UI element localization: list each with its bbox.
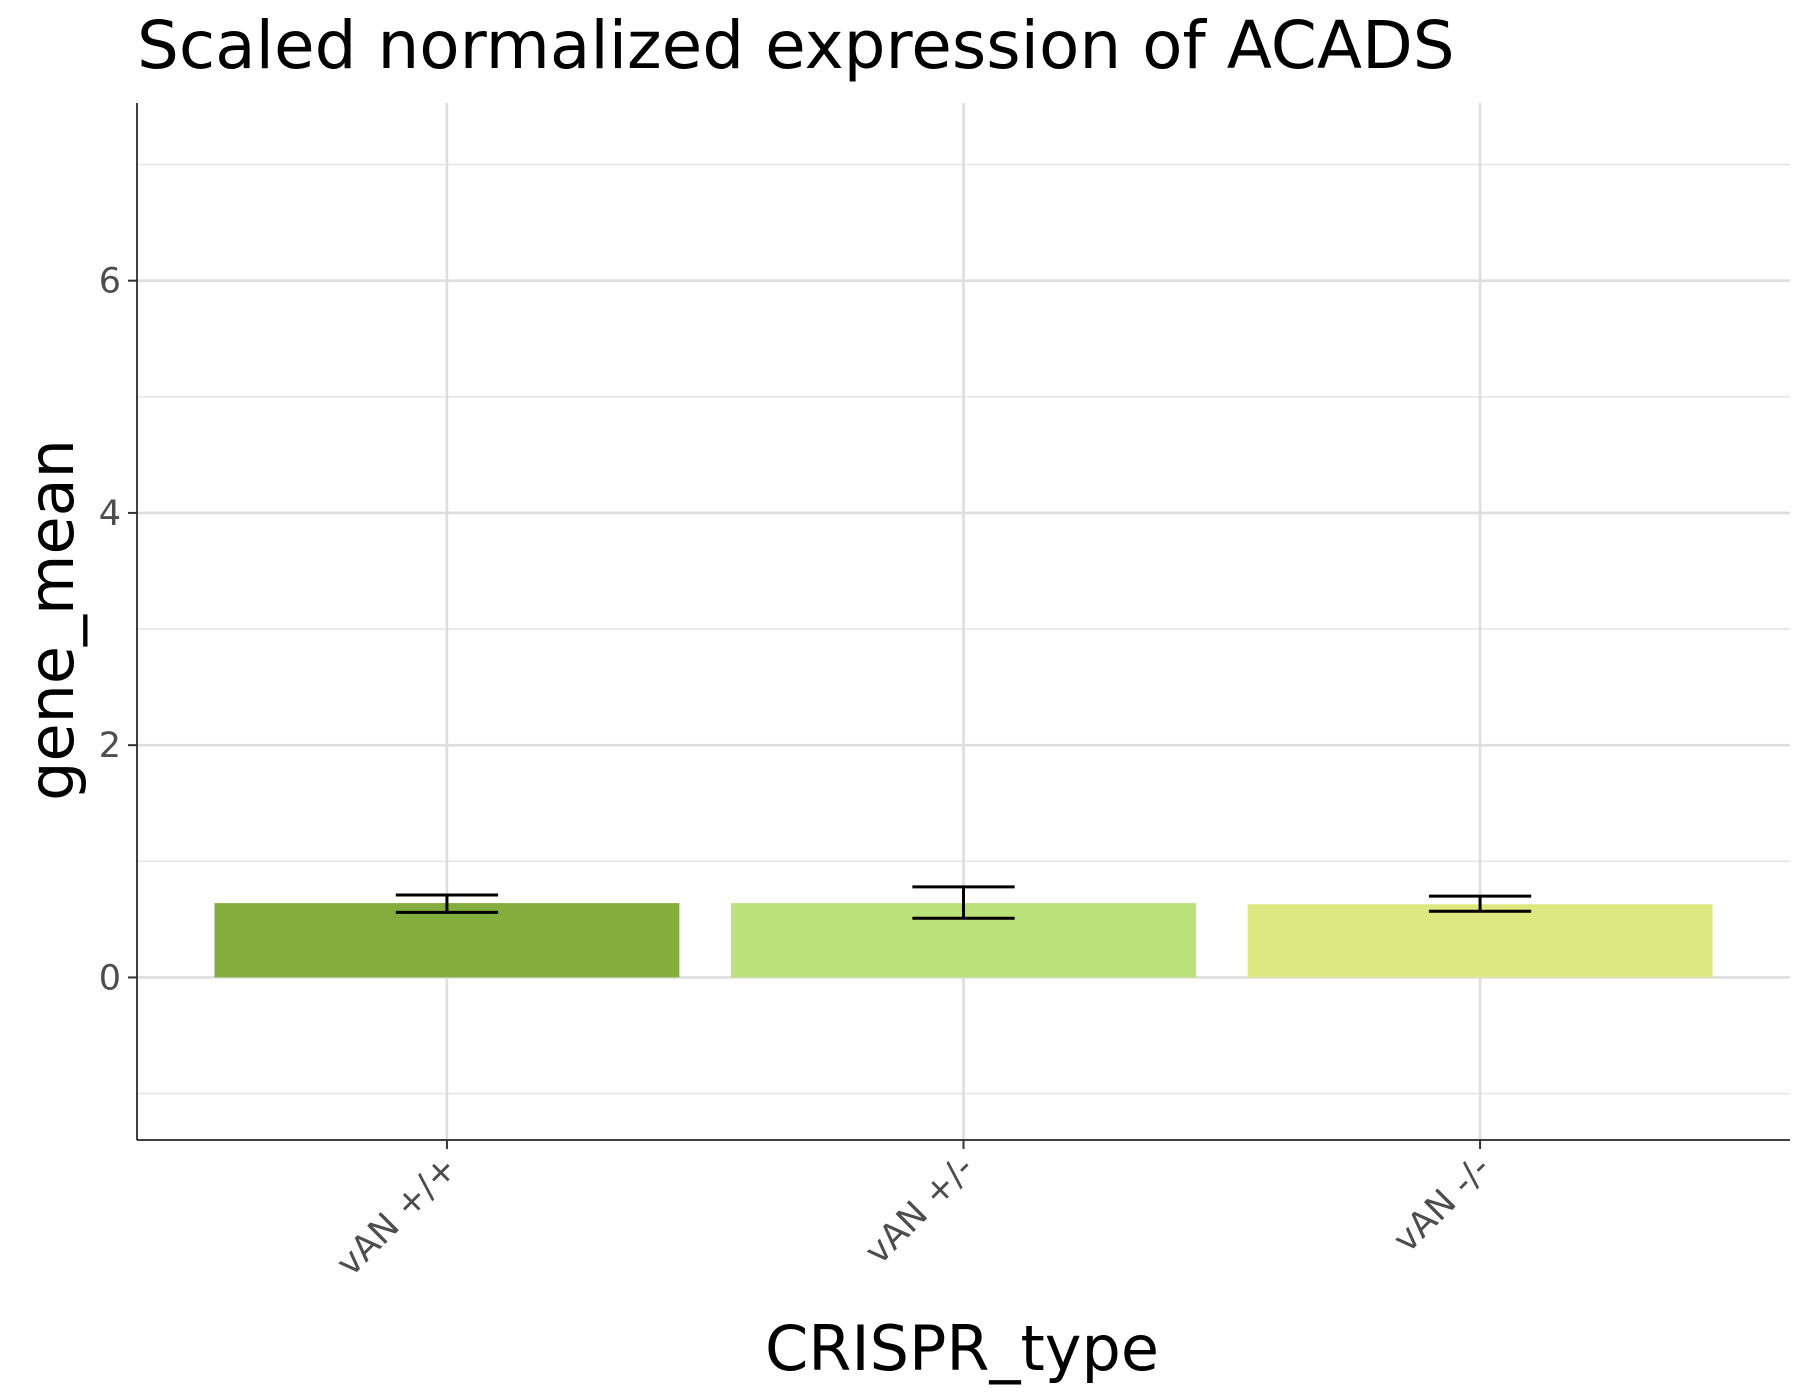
bars bbox=[214, 903, 1713, 978]
grid bbox=[137, 103, 1790, 1140]
chart-title: Scaled normalized expression of ACADS bbox=[137, 7, 1455, 84]
tick-labels: 0 2 4 6 vAN +/+ vAN +/- vAN -/- bbox=[99, 262, 1499, 1284]
y-tick-label: 2 bbox=[99, 726, 121, 766]
x-axis-title: CRISPR_type bbox=[765, 1312, 1159, 1385]
bar-1 bbox=[214, 903, 680, 978]
bar-3 bbox=[1247, 904, 1713, 978]
x-tick-label: vAN +/+ bbox=[329, 1148, 465, 1284]
y-tick-label: 6 bbox=[99, 262, 121, 302]
x-tick-label: vAN -/- bbox=[1386, 1148, 1498, 1260]
error-bars bbox=[395, 885, 1532, 920]
y-tick-label: 4 bbox=[99, 494, 121, 534]
y-tick-label: 0 bbox=[99, 958, 121, 998]
x-tick-label: vAN +/- bbox=[858, 1148, 982, 1272]
y-axis-title: gene_mean bbox=[15, 439, 88, 801]
